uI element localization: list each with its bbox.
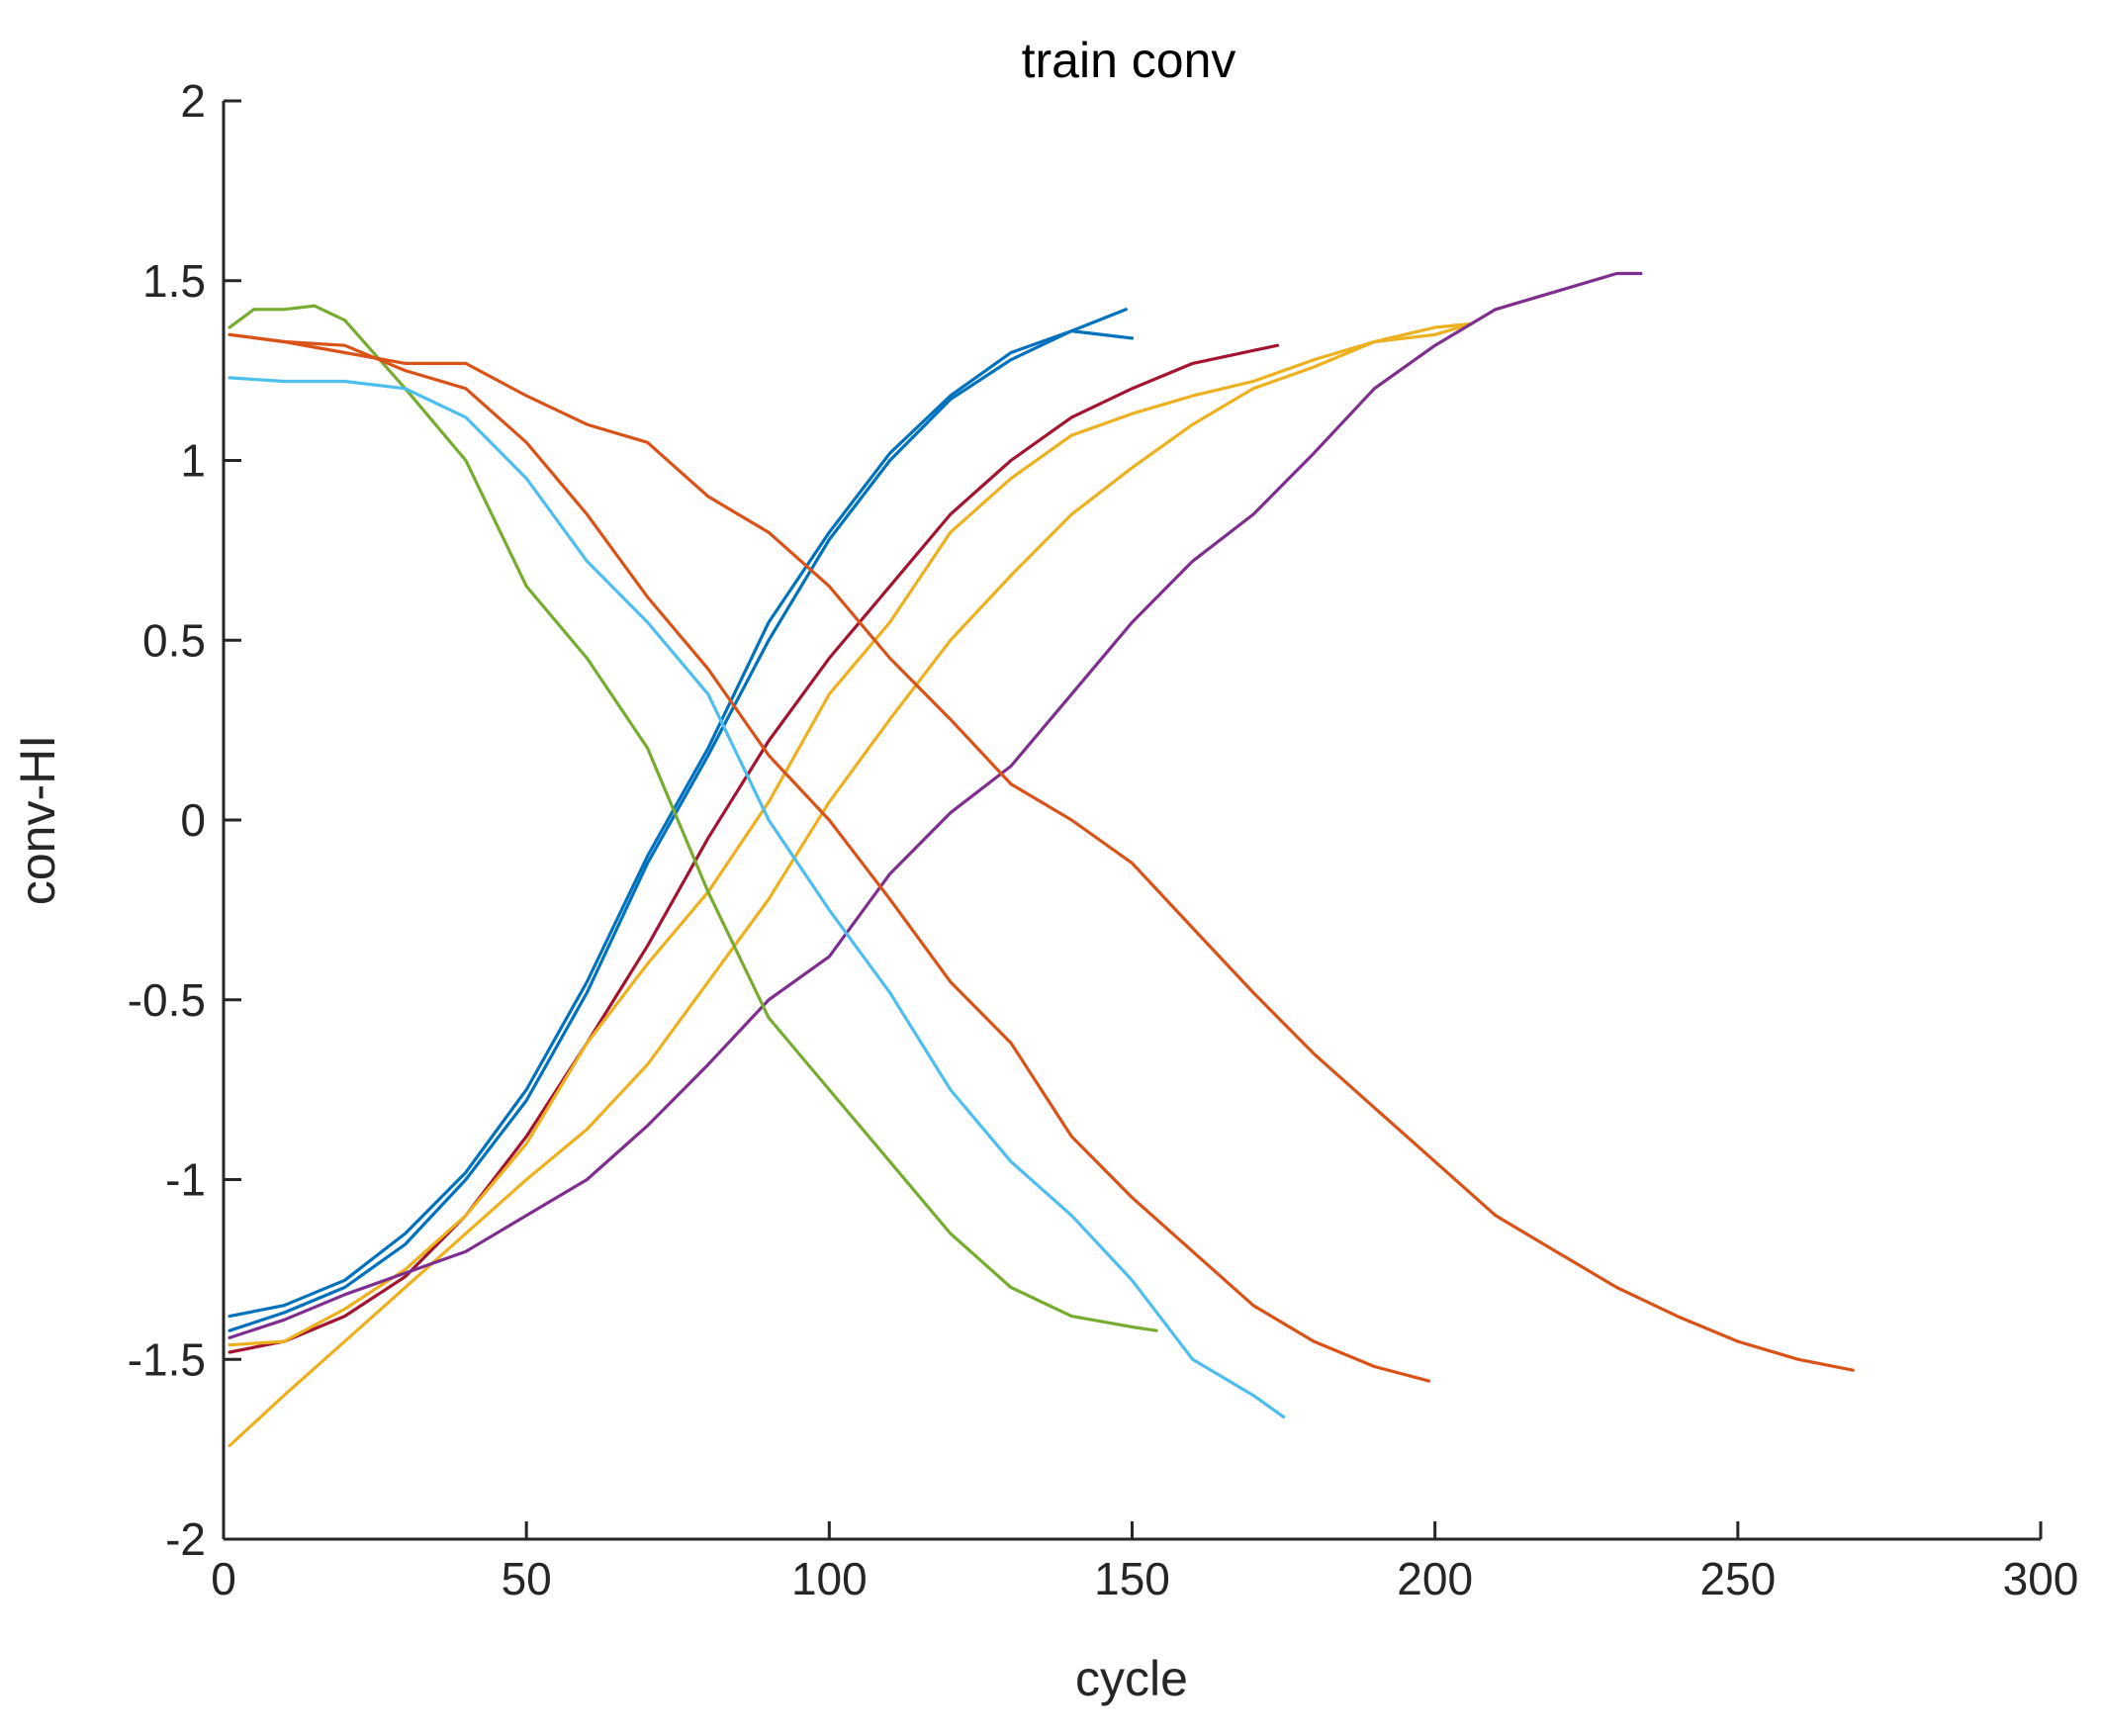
series-line-3 (228, 343, 1280, 1354)
series-line-7 (228, 304, 1158, 1332)
series-line-4 (228, 321, 1474, 1347)
chart-title: train conv (1022, 33, 1236, 88)
y-tick-label: 1.5 (142, 255, 206, 307)
y-ticks: -2 -1.5 -1 -0.5 0 0.5 1 1.5 2 (128, 75, 241, 1565)
series-line-5 (228, 321, 1474, 1448)
y-tick-label: -1 (165, 1154, 206, 1206)
y-tick-label: 1 (180, 435, 206, 487)
series-line-8 (228, 376, 1286, 1419)
x-tick-label: 50 (502, 1553, 552, 1604)
y-tick-label: 0.5 (142, 614, 206, 666)
x-tick-label: 250 (1699, 1553, 1776, 1604)
series-line-10 (228, 332, 1855, 1372)
y-tick-label: -0.5 (128, 974, 206, 1026)
series-line-9 (228, 332, 1431, 1383)
y-tick-label: -1.5 (128, 1333, 206, 1385)
x-tick-label: 0 (211, 1553, 236, 1604)
x-tick-label: 200 (1397, 1553, 1473, 1604)
x-tick-label: 100 (791, 1553, 868, 1604)
series-line-2 (228, 308, 1129, 1332)
x-tick-label: 300 (2003, 1553, 2079, 1604)
series-line-1 (228, 329, 1135, 1319)
y-tick-label: -2 (165, 1513, 206, 1565)
series-layer (228, 271, 1855, 1448)
y-axis-label: conv-HI (10, 735, 65, 905)
series-line-6 (228, 271, 1643, 1340)
y-tick-label: 0 (180, 794, 206, 846)
y-tick-label: 2 (180, 75, 206, 127)
x-axis-label: cycle (1075, 1651, 1188, 1706)
x-tick-label: 150 (1094, 1553, 1170, 1604)
x-ticks: 0 50 100 150 200 250 300 (211, 1521, 2078, 1604)
